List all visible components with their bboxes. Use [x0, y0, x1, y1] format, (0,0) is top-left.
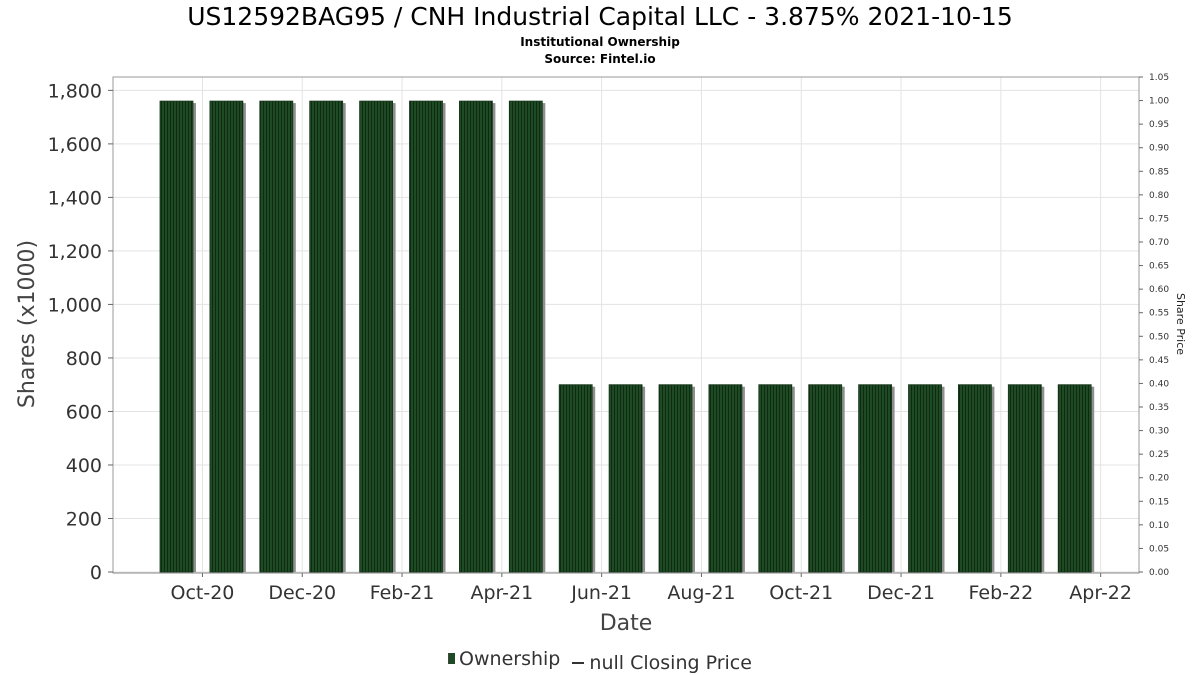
- x-tick-label: Oct-20: [171, 582, 235, 604]
- bar[interactable]: [658, 384, 695, 573]
- y2-tick-label: 0.40: [1149, 379, 1169, 389]
- legend-ownership-label: Ownership: [459, 647, 561, 670]
- y-tick-label: 1,000: [48, 294, 102, 316]
- y2-tick-label: 1.00: [1149, 97, 1169, 107]
- y-axis-left: 0 200 400 600 800 1,000 1,200 1,400 1,600 1,800: [48, 80, 113, 584]
- x-tick-label: Feb-21: [370, 582, 435, 604]
- bar[interactable]: [958, 384, 995, 573]
- bar[interactable]: [808, 384, 845, 573]
- y2-tick-label: 0.10: [1149, 521, 1169, 531]
- bar-body: [309, 100, 344, 573]
- bar[interactable]: [908, 384, 945, 573]
- y2-tick-label: 0.95: [1149, 120, 1169, 130]
- y-axis-right: 0.00 0.05 0.10 0.15 0.20 0.25 0.30 0.35 0.40 0.45…: [1139, 73, 1169, 578]
- bar[interactable]: [458, 100, 496, 573]
- bar-body: [758, 384, 793, 573]
- x-tick-label: Aug-21: [667, 582, 735, 604]
- bar[interactable]: [558, 384, 596, 573]
- x-axis: Oct-20 Dec-20 Feb-21 Apr-21 Jun-21 Aug-21 Oct-…: [113, 572, 1139, 604]
- bar-body: [1007, 384, 1042, 573]
- bar[interactable]: [359, 100, 396, 573]
- x-tick-label: Jun-21: [570, 582, 632, 604]
- bar[interactable]: [1007, 384, 1045, 573]
- bar-body: [409, 100, 443, 573]
- ownership-swatch-icon: [448, 653, 456, 664]
- bar[interactable]: [758, 384, 795, 573]
- y-tick-label: 200: [66, 508, 102, 530]
- legend: Ownership null Closing Price: [0, 647, 1200, 674]
- bar-body: [159, 100, 194, 573]
- legend-price[interactable]: null Closing Price: [566, 652, 752, 674]
- x-tick-label: Oct-21: [769, 582, 833, 604]
- y2-tick-label: 0.55: [1149, 309, 1169, 319]
- bar-body: [458, 100, 493, 573]
- bar-body: [658, 384, 693, 573]
- y2-tick-label: 0.60: [1149, 285, 1169, 295]
- bar[interactable]: [858, 384, 895, 573]
- legend-price-label: null Closing Price: [589, 652, 752, 674]
- y2-tick-label: 0.65: [1149, 262, 1169, 272]
- bar-body: [1057, 384, 1092, 573]
- bars: [159, 100, 1095, 573]
- y2-tick-label: 0.85: [1149, 167, 1169, 177]
- y-tick-label: 1,800: [48, 80, 102, 102]
- bar-body: [209, 100, 244, 573]
- y-tick-label: 1,200: [48, 241, 102, 263]
- x-axis-label: Date: [600, 611, 653, 636]
- bar[interactable]: [159, 100, 196, 573]
- x-tick-label: Dec-20: [268, 582, 336, 604]
- x-tick-label: Apr-21: [471, 582, 534, 604]
- chart-subtitle: Institutional Ownership: [520, 35, 680, 49]
- y2-tick-label: 0.00: [1149, 568, 1169, 578]
- bar-body: [858, 384, 892, 573]
- y2-tick-label: 0.35: [1149, 403, 1169, 413]
- bar-body: [259, 100, 294, 573]
- bar-body: [558, 384, 593, 573]
- y-tick-label: 600: [66, 401, 102, 423]
- bar-body: [808, 384, 843, 573]
- y2-tick-label: 0.90: [1149, 144, 1169, 154]
- bar[interactable]: [708, 384, 745, 573]
- x-tick-label: Dec-21: [867, 582, 935, 604]
- y2-tick-label: 0.45: [1149, 356, 1169, 366]
- y-tick-label: 0: [90, 562, 102, 584]
- y2-tick-label: 0.50: [1149, 332, 1169, 342]
- y2-tick-label: 0.70: [1149, 238, 1169, 248]
- y-tick-label: 400: [66, 455, 102, 477]
- bar[interactable]: [209, 100, 246, 573]
- y2-tick-label: 0.80: [1149, 191, 1169, 201]
- bar-body: [508, 100, 543, 573]
- y2-tick-label: 0.75: [1149, 214, 1169, 224]
- bar-body: [908, 384, 942, 573]
- y2-tick-label: 0.30: [1149, 427, 1169, 437]
- bar[interactable]: [409, 100, 446, 573]
- bar-body: [359, 100, 394, 573]
- price-line-icon: [572, 662, 585, 664]
- bar[interactable]: [309, 100, 346, 573]
- y2-tick-label: 0.05: [1149, 544, 1169, 554]
- y2-tick-label: 1.05: [1149, 73, 1169, 83]
- y-axis-label: Shares (x1000): [15, 240, 40, 408]
- y2-axis-label: Share Price: [1174, 293, 1187, 355]
- y2-tick-label: 0.25: [1149, 450, 1169, 460]
- bar-body: [958, 384, 992, 573]
- bar-body: [708, 384, 743, 573]
- x-tick-label: Feb-22: [969, 582, 1034, 604]
- bar[interactable]: [259, 100, 296, 573]
- legend-ownership[interactable]: Ownership: [448, 648, 560, 670]
- x-tick-label: Apr-22: [1069, 582, 1132, 604]
- bar[interactable]: [508, 100, 546, 573]
- y2-tick-label: 0.15: [1149, 497, 1169, 507]
- y-tick-label: 1,400: [48, 187, 102, 209]
- bar-body: [608, 384, 643, 573]
- y-tick-label: 1,600: [48, 134, 102, 156]
- y-tick-label: 800: [66, 348, 102, 370]
- bar[interactable]: [1057, 384, 1095, 573]
- y2-tick-label: 0.20: [1149, 474, 1169, 484]
- bar[interactable]: [608, 384, 646, 573]
- chart-title: US12592BAG95 / CNH Industrial Capital LL…: [187, 2, 1013, 31]
- chart-source: Source: Fintel.io: [544, 52, 656, 66]
